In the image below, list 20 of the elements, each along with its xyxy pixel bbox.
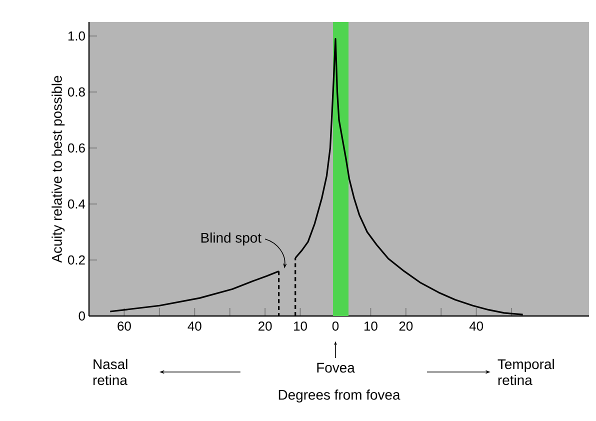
x-tick-label: 20 xyxy=(258,322,272,331)
text: Fovea xyxy=(317,362,355,373)
y-tick-label: 0.2 xyxy=(68,255,85,265)
x-tick-label: 20 xyxy=(399,322,413,331)
x-axis-title: Degrees from fovea xyxy=(278,390,400,403)
y-tick-label: 1.0 xyxy=(68,31,85,41)
y-tick-label: 0.8 xyxy=(68,87,85,97)
x-tick-label: 40 xyxy=(188,322,202,331)
x-tick-label: 0 xyxy=(332,322,339,331)
y-tick-label: 0.6 xyxy=(68,143,85,153)
x-tick-label: 10 xyxy=(364,322,378,331)
x-tick-label: 60 xyxy=(118,322,131,331)
x-tick-label: 10 xyxy=(294,322,307,331)
annotation: Blind spot xyxy=(201,232,262,246)
y-tick-label: 0.4 xyxy=(68,199,86,209)
text: Nasal retina xyxy=(93,358,128,386)
x-tick-label: 40 xyxy=(469,322,484,331)
text: Temporal retina xyxy=(498,358,554,386)
y-axis-title: Acuity relative to best possible xyxy=(52,76,65,263)
y-tick-label: 0 xyxy=(78,311,85,321)
